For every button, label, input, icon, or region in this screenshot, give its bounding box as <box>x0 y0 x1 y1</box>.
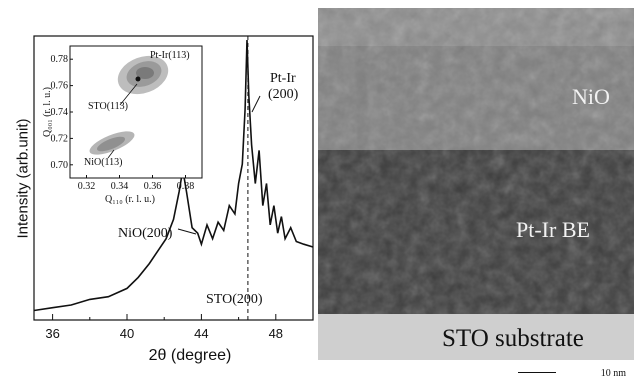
x-tick-label: 44 <box>194 326 208 341</box>
x-tick-label: 48 <box>269 326 283 341</box>
inset-rsm: 0.32 0.34 0.36 0.38 0.70 0.72 0.74 0.76 0.78 Pt… <box>42 45 203 205</box>
inset-y-tick-label: 0.72 <box>51 133 69 144</box>
annotation-200: (200) <box>268 87 299 102</box>
scale-label: 10 nm <box>600 368 626 379</box>
y-axis-label: Intensity (arb.unit) <box>14 118 32 239</box>
x-axis-label: 2θ (degree) <box>148 347 232 364</box>
inset-label-ptir: Pt-Ir(113) <box>150 50 190 61</box>
inset-ylabel: Q₀₀₁ (r. l. u.) <box>42 87 53 137</box>
label-sto-substrate: STO substrate <box>442 325 584 352</box>
xrd-chart: 36 40 44 48 Pt-Ir (200) NiO(200) STO(200) <box>33 35 314 341</box>
scale-bar <box>518 372 556 373</box>
inset-y-tick-label: 0.78 <box>51 54 69 65</box>
inset-x-tick-label: 0.34 <box>111 181 129 192</box>
xrd-series-line <box>33 39 314 312</box>
sto-layer <box>318 314 634 360</box>
inset-x-tick-label: 0.38 <box>177 181 195 192</box>
tem-micrograph <box>318 8 634 360</box>
xrd-panel: Intensity (arb.unit) 36 40 44 48 Pt-Ir (200… <box>0 0 318 381</box>
annotation-pt-ir: Pt-Ir <box>270 71 296 86</box>
inset-xlabel: Q₁₁₀ (r. l. u.) <box>105 194 155 205</box>
annotation-sto200: STO(200) <box>206 292 263 307</box>
grain-texture <box>318 8 634 314</box>
x-tick-label: 36 <box>45 326 59 341</box>
peak-marker <box>135 76 141 82</box>
pt-sto-contour <box>117 55 169 95</box>
x-ticks: 36 40 44 48 <box>45 314 283 341</box>
plot-frame <box>33 35 314 321</box>
inset-y-tick-label: 0.76 <box>51 81 69 92</box>
tem-image: NiO Pt-Ir BE STO substrate 10 nm <box>318 8 634 381</box>
inset-x-tick-label: 0.32 <box>78 181 96 192</box>
inset-x-tick-label: 0.36 <box>144 181 162 192</box>
inset-label-sto: STO(113) <box>88 101 128 112</box>
x-tick-label: 40 <box>120 326 134 341</box>
label-pt-ir-be: Pt-Ir BE <box>516 217 590 242</box>
label-nio: NiO <box>572 84 610 109</box>
nio-pointer <box>177 228 197 235</box>
nio-contour <box>89 131 135 155</box>
inset-y-tick-label: 0.70 <box>51 160 69 171</box>
annotation-nio200: NiO(200) <box>118 226 173 241</box>
ptir-pointer <box>251 95 261 113</box>
inset-label-nio: NiO(113) <box>84 157 123 168</box>
inset-y-tick-label: 0.74 <box>51 107 69 118</box>
